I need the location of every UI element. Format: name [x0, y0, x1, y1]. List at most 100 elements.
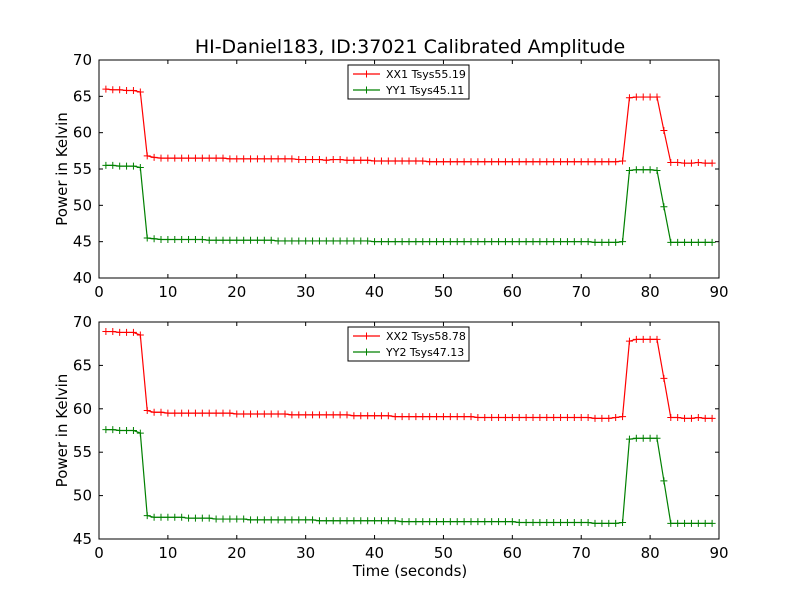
data-point-marker — [426, 518, 434, 526]
data-point-marker — [309, 156, 317, 164]
data-point-marker — [660, 126, 668, 134]
data-point-marker — [570, 158, 578, 166]
data-point-marker — [253, 410, 261, 418]
data-point-marker — [708, 414, 716, 422]
x-tick-label: 50 — [434, 283, 453, 301]
panels: 0 10 20 30 40 50 60 70 80 90 40 45 50 55 60 65 70 Power i… — [53, 51, 729, 562]
data-point-marker — [233, 155, 241, 163]
panel-2: 0 10 20 30 40 50 60 70 80 90 45 50 55 60 65 70 Power in … — [53, 313, 729, 562]
y-tick-label: 55 — [73, 443, 92, 461]
data-point-marker — [536, 519, 544, 527]
data-point-marker — [371, 517, 379, 525]
data-point-marker — [681, 519, 689, 527]
data-point-marker — [536, 158, 544, 166]
data-point-marker — [233, 410, 241, 418]
data-point-marker — [281, 237, 289, 245]
data-point-marker — [357, 237, 365, 245]
data-point-marker — [701, 159, 709, 167]
y-tick-label: 65 — [73, 87, 92, 105]
data-point-marker — [563, 238, 571, 246]
data-point-marker — [281, 155, 289, 163]
data-point-marker — [681, 159, 689, 167]
data-point-marker — [405, 157, 413, 165]
x-tick-label: 50 — [434, 544, 453, 562]
data-point-marker — [171, 409, 179, 417]
y-tick-label: 70 — [73, 313, 92, 331]
data-point-marker — [233, 515, 241, 523]
data-point-marker — [557, 413, 565, 421]
data-point-marker — [302, 237, 310, 245]
data-point-marker — [377, 412, 385, 420]
data-point-marker — [295, 516, 303, 524]
data-point-marker — [274, 516, 282, 524]
data-point-marker — [329, 156, 337, 164]
data-point-marker — [136, 164, 144, 172]
data-point-marker — [481, 238, 489, 246]
data-point-marker — [371, 238, 379, 246]
data-point-marker — [198, 154, 206, 162]
legend-box — [347, 326, 470, 362]
data-point-marker — [205, 236, 213, 244]
data-point-marker — [419, 413, 427, 421]
legend-label: XX2 Tsys58.78 — [386, 330, 466, 343]
data-point-marker — [405, 518, 413, 526]
data-point-marker — [605, 238, 613, 246]
y-tick-label: 45 — [73, 530, 92, 548]
data-point-marker — [653, 335, 661, 343]
data-point-marker — [508, 158, 516, 166]
data-point-marker — [343, 237, 351, 245]
data-point-marker — [240, 515, 248, 523]
data-point-marker — [136, 429, 144, 437]
data-point-marker — [315, 517, 323, 525]
data-point-marker — [543, 519, 551, 527]
data-point-marker — [185, 154, 193, 162]
series-line — [105, 88, 713, 164]
x-tick-label: 90 — [709, 283, 728, 301]
data-point-marker — [488, 413, 496, 421]
legend-box — [347, 64, 470, 100]
data-point-marker — [701, 519, 709, 527]
data-point-marker — [391, 413, 399, 421]
data-point-marker — [143, 152, 151, 160]
data-point-marker — [474, 518, 482, 526]
data-point-marker — [240, 410, 248, 418]
data-point-marker — [364, 237, 372, 245]
data-point-marker — [563, 413, 571, 421]
data-point-marker — [557, 158, 565, 166]
data-point-marker — [212, 154, 220, 162]
data-point-marker — [384, 517, 392, 525]
data-point-marker — [515, 158, 523, 166]
legend-label: XX1 Tsys55.19 — [386, 68, 466, 81]
data-point-marker — [681, 414, 689, 422]
data-point-marker — [495, 413, 503, 421]
data-point-marker — [329, 411, 337, 419]
y-tick-label: 50 — [73, 487, 92, 505]
data-point-marker — [584, 413, 592, 421]
series-line — [105, 164, 713, 243]
data-point-marker — [150, 408, 158, 416]
data-point-marker — [109, 328, 117, 336]
data-point-marker — [612, 238, 620, 246]
data-point-marker — [123, 162, 131, 170]
data-point-marker — [350, 156, 358, 164]
data-point-marker — [591, 519, 599, 527]
data-point-marker — [495, 158, 503, 166]
data-point-marker — [171, 235, 179, 243]
x-tick-label: 80 — [641, 544, 660, 562]
data-point-marker — [405, 413, 413, 421]
data-point-marker — [260, 155, 268, 163]
data-point-marker — [260, 410, 268, 418]
data-point-marker — [625, 94, 633, 102]
x-tick-label: 40 — [365, 283, 384, 301]
data-point-marker — [619, 519, 627, 527]
data-point-marker — [687, 519, 695, 527]
data-point-marker — [295, 411, 303, 419]
data-point-marker — [357, 412, 365, 420]
data-point-marker — [343, 156, 351, 164]
data-point-marker — [205, 154, 213, 162]
data-point-marker — [109, 86, 117, 94]
data-point-marker — [632, 335, 640, 343]
y-axis-label: Power in Kelvin — [53, 112, 71, 226]
data-point-marker — [253, 516, 261, 524]
data-point-marker — [260, 516, 268, 524]
